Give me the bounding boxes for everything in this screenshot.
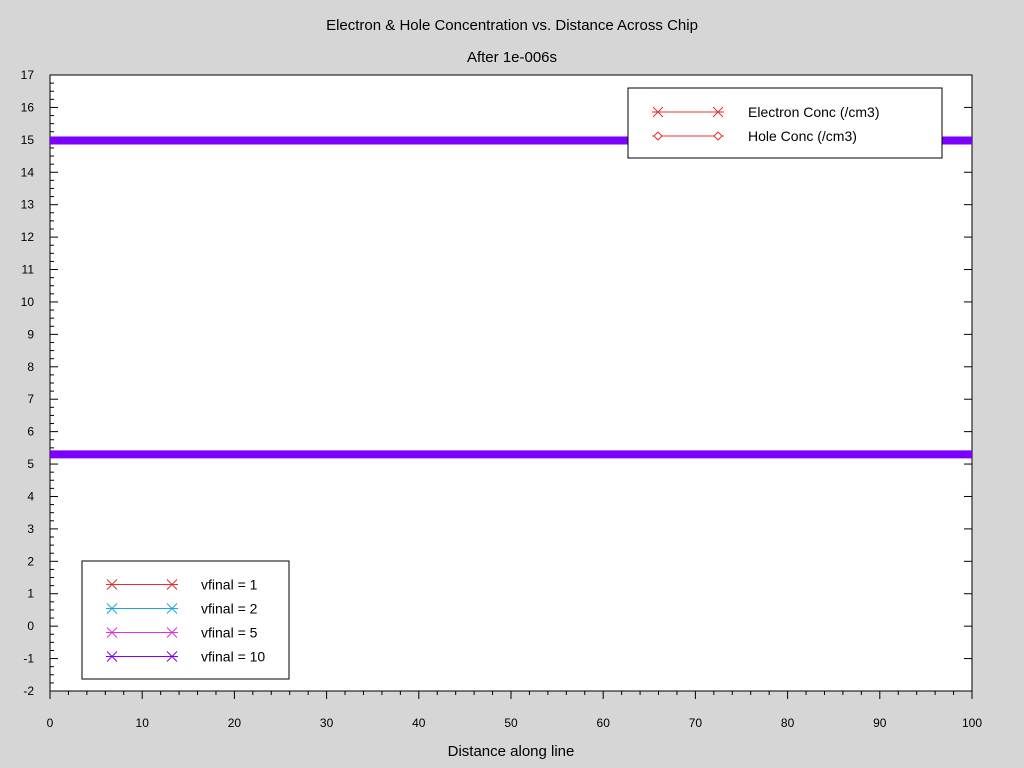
legend-entry-label: vfinal = 5 (201, 625, 258, 641)
cross-marker-icon (166, 651, 178, 662)
x-tick-label: 50 (504, 716, 518, 730)
cross-marker-icon (166, 579, 178, 590)
y-tick-label: 11 (22, 263, 35, 277)
cross-marker-icon (106, 651, 118, 662)
x-tick-label: 30 (320, 716, 334, 730)
y-tick-label: 5 (27, 457, 34, 471)
x-tick-label: 70 (689, 716, 703, 730)
y-tick-label: 14 (21, 165, 35, 179)
x-tick-label: 80 (781, 716, 795, 730)
y-tick-label: 1 (27, 587, 34, 601)
x-axis-label: Distance along line (448, 743, 575, 760)
y-tick-label: -2 (23, 684, 34, 698)
y-tick-label: 7 (27, 392, 34, 406)
cross-marker-icon (106, 603, 118, 614)
y-tick-label: 6 (27, 425, 34, 439)
y-tick-label: 8 (27, 360, 34, 374)
x-tick-label: 10 (136, 716, 150, 730)
x-tick-label: 90 (873, 716, 887, 730)
x-tick-label: 20 (228, 716, 242, 730)
y-tick-label: -1 (23, 652, 34, 666)
x-tick-label: 60 (597, 716, 611, 730)
y-tick-label: 3 (27, 522, 34, 536)
cross-marker-icon (652, 106, 664, 118)
y-tick-label: 2 (27, 554, 34, 568)
cross-marker-icon (166, 603, 178, 614)
diamond-marker-icon (713, 131, 723, 141)
cross-marker-icon (166, 627, 178, 638)
legend-layer: Electron Conc (/cm3) Hole Conc (/cm3) vfin… (81, 87, 943, 680)
y-tick-label: 12 (21, 230, 35, 244)
y-tick-label: 13 (21, 198, 35, 212)
cross-marker-icon (106, 579, 118, 590)
x-tick-label: 100 (962, 716, 982, 730)
legend-entry-label: vfinal = 1 (201, 577, 258, 593)
y-tick-label: 17 (21, 68, 35, 82)
y-tick-label: 16 (21, 100, 35, 114)
y-tick-label: 4 (27, 489, 34, 503)
legend-entry-label: Hole Conc (/cm3) (748, 128, 857, 144)
legend-entry-label: vfinal = 10 (201, 649, 265, 665)
cross-marker-icon (106, 627, 118, 638)
x-tick-label: 0 (47, 716, 54, 730)
diamond-marker-icon (653, 131, 663, 141)
x-tick-label: 40 (412, 716, 426, 730)
chart-title: Electron & Hole Concentration vs. Distan… (326, 17, 698, 34)
y-tick-label: 0 (27, 619, 34, 633)
chart-subtitle: After 1e-006s (467, 49, 557, 66)
legend-entry-label: vfinal = 2 (201, 601, 258, 617)
cross-marker-icon (712, 106, 724, 118)
y-tick-label: 9 (27, 327, 34, 341)
y-tick-label: 10 (21, 295, 35, 309)
y-tick-label: 15 (21, 133, 35, 147)
legend-entry-label: Electron Conc (/cm3) (748, 104, 879, 120)
legend-box (627, 87, 943, 159)
